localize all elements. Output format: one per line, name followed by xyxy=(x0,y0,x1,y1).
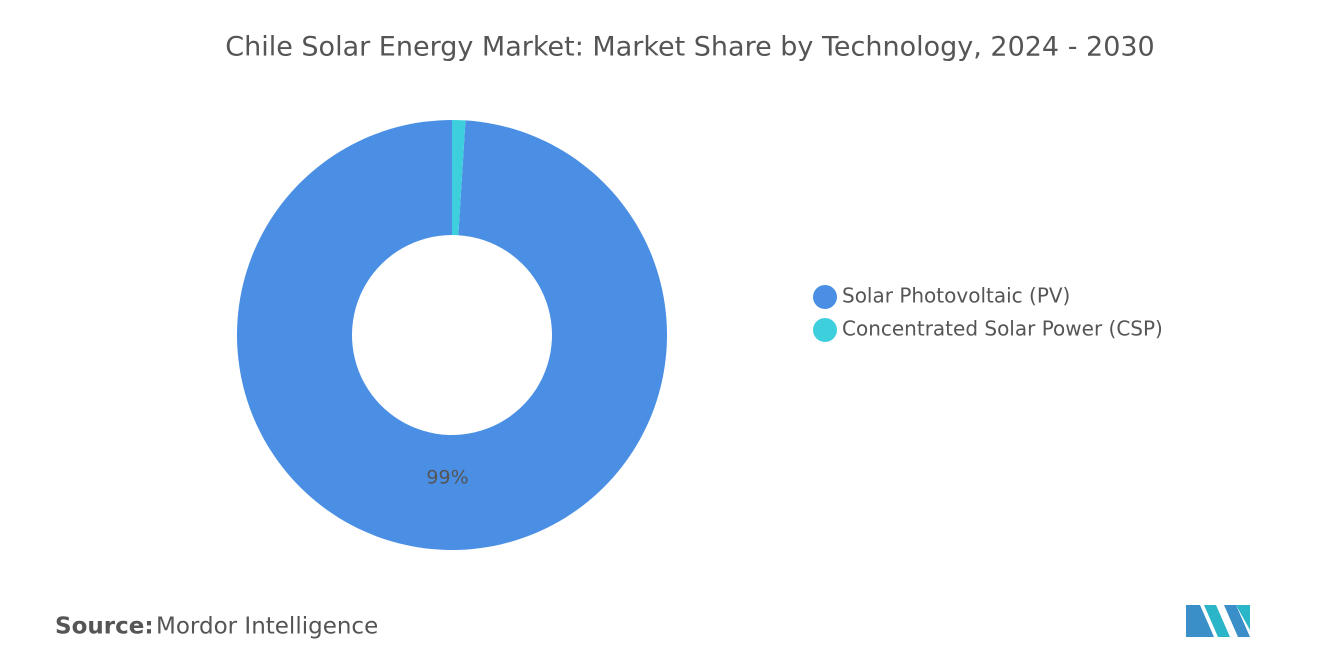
logo xyxy=(1186,605,1250,637)
donut-slice xyxy=(236,120,668,550)
logo-shape xyxy=(1204,605,1230,637)
source-label: Source: xyxy=(55,614,154,640)
logo-shape xyxy=(1224,605,1250,637)
legend-swatch xyxy=(813,318,837,342)
donut-slice xyxy=(452,120,466,236)
logo-shape xyxy=(1236,605,1250,630)
legend-label: Solar Photovoltaic (PV) xyxy=(842,284,1070,308)
legend-label: Concentrated Solar Power (CSP) xyxy=(842,317,1163,341)
chart-title: Chile Solar Energy Market: Market Share … xyxy=(225,32,1154,63)
value-label: 99% xyxy=(426,466,468,488)
legend: Solar Photovoltaic (PV) Concentrated Sola… xyxy=(813,284,1163,342)
source: Mordor Intelligence xyxy=(156,614,378,640)
legend-swatch xyxy=(813,285,837,309)
logo-shape xyxy=(1186,605,1214,637)
